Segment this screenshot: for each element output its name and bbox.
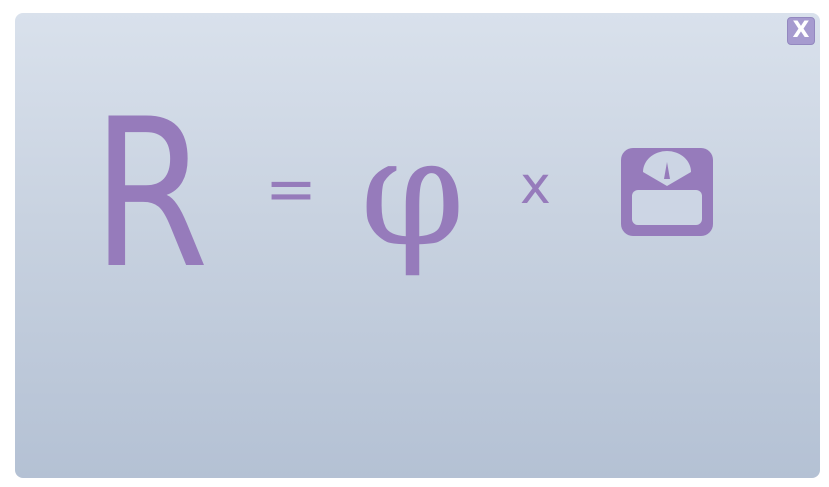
weighing-scale-icon [621, 148, 713, 236]
equation-lhs: R [92, 76, 209, 314]
equation-equals-sign: = [265, 152, 317, 225]
dialog-panel [15, 13, 820, 478]
close-button[interactable]: X [787, 17, 815, 45]
equation-phi: φ [360, 106, 466, 280]
equation-times-sign: x [520, 156, 551, 216]
